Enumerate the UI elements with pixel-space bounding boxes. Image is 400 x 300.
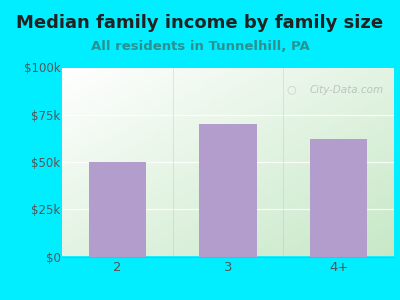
Text: City-Data.com: City-Data.com xyxy=(310,85,384,94)
Text: Median family income by family size: Median family income by family size xyxy=(16,14,384,32)
Bar xyxy=(88,162,146,256)
Bar xyxy=(199,124,257,256)
Text: ○: ○ xyxy=(286,85,296,94)
Text: All residents in Tunnelhill, PA: All residents in Tunnelhill, PA xyxy=(91,40,309,53)
Bar xyxy=(310,139,368,256)
